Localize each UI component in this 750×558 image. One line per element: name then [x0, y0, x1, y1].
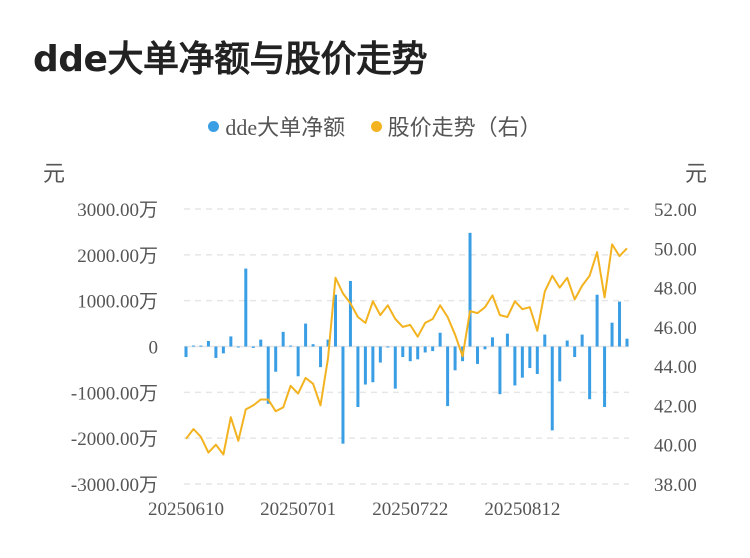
y-left-tick-label: -2000.00万 [71, 429, 158, 450]
legend: dde大单净额 股价走势（右） [0, 110, 750, 142]
dde-bar [229, 336, 233, 347]
legend-item-dde[interactable]: dde大单净额 [208, 110, 345, 142]
dde-bar [333, 294, 337, 347]
dde-bar [625, 338, 629, 347]
y-right-tick-label: 38.00 [654, 475, 697, 496]
dde-bar [535, 346, 539, 374]
x-tick-label: 20250722 [372, 499, 448, 520]
dde-bar [520, 346, 524, 378]
grid-layer [184, 208, 629, 485]
dde-bar [221, 346, 225, 354]
x-tick-label: 20250701 [260, 499, 336, 520]
right-axis-unit: 元 [685, 161, 708, 186]
legend-item-price[interactable]: 股价走势（右） [370, 110, 542, 142]
y-left-tick-label: -1000.00万 [71, 383, 158, 404]
dde-bar [259, 339, 263, 347]
dde-bar [446, 346, 450, 407]
dde-bar [206, 341, 210, 347]
y-right-tick-label: 46.00 [654, 318, 697, 339]
dde-bar [356, 346, 360, 407]
dde-bar [431, 346, 435, 352]
chart-title: dde大单净额与股价走势 [33, 39, 427, 80]
dde-bar [244, 268, 248, 347]
y-left-tick-label: 3000.00万 [77, 200, 158, 221]
dde-bar [588, 346, 592, 400]
dde-bar [490, 337, 494, 347]
dde-bar [184, 346, 188, 358]
dde-bar [199, 345, 203, 347]
dde-bar [476, 346, 480, 364]
dde-bar [468, 232, 472, 347]
dde-bar [595, 294, 599, 347]
price-line [185, 243, 628, 456]
dde-bar [281, 331, 285, 347]
dde-bar [610, 322, 614, 347]
dde-bar [550, 346, 554, 431]
axis-labels: 3000.00万 2000.00万 1000.00万 0 -1000.00万 -2000.… [71, 200, 697, 520]
dde-bar [483, 346, 487, 350]
y-right-tick-label: 40.00 [654, 436, 697, 457]
bar-series [184, 232, 629, 444]
dde-bar [304, 323, 308, 347]
y-left-tick-label: 1000.00万 [77, 292, 158, 313]
dde-bar [408, 346, 412, 362]
dde-bar [580, 334, 584, 347]
y-right-tick-label: 42.00 [654, 396, 697, 417]
dde-bar [573, 346, 577, 358]
dde-bar [348, 280, 352, 347]
left-axis-unit: 元 [43, 161, 66, 186]
dde-bar [505, 333, 509, 347]
dde-bar [416, 346, 420, 360]
legend-dot-bar-icon [208, 120, 220, 132]
dde-bar [386, 346, 390, 348]
dde-bar [618, 301, 622, 347]
dde-bar [393, 346, 397, 389]
dde-bar [319, 346, 323, 368]
dde-bar [191, 345, 195, 347]
dde-bar [453, 346, 457, 371]
dde-bar [311, 344, 315, 347]
dde-bar [603, 346, 607, 407]
dde-bar [371, 346, 375, 383]
legend-dot-line-icon [370, 120, 382, 132]
line-series [185, 243, 628, 456]
y-left-tick-label: -3000.00万 [71, 475, 158, 496]
y-right-tick-label: 52.00 [654, 200, 697, 221]
x-tick-label: 20250812 [484, 499, 560, 520]
dde-bar [513, 346, 517, 386]
y-right-tick-label: 44.00 [654, 357, 697, 378]
dde-bar [528, 346, 532, 369]
dde-bar [401, 346, 405, 358]
dde-bar [438, 332, 442, 347]
dde-bar [251, 346, 255, 348]
dde-bar [378, 346, 382, 363]
dde-bar [543, 334, 547, 347]
dde-bar [289, 345, 293, 347]
dde-bar [423, 346, 427, 353]
legend-label-dde: dde大单净额 [225, 115, 346, 140]
y-left-tick-label: 2000.00万 [77, 246, 158, 267]
dde-bar [274, 346, 278, 372]
legend-label-price: 股价走势（右） [387, 115, 542, 140]
dde-bar [214, 346, 218, 358]
dde-bar [266, 346, 270, 404]
dde-bar [296, 346, 300, 377]
y-right-tick-label: 48.00 [654, 279, 697, 300]
x-tick-label: 20250610 [148, 499, 224, 520]
dde-bar [565, 340, 569, 347]
dde-bar [236, 346, 240, 348]
y-left-tick-label: 0 [149, 338, 159, 359]
y-right-tick-label: 50.00 [654, 239, 697, 260]
dde-bar [363, 346, 367, 385]
dde-bar [341, 346, 345, 444]
dde-bar [498, 346, 502, 395]
dde-bar [326, 339, 330, 347]
dde-bar [558, 346, 562, 382]
